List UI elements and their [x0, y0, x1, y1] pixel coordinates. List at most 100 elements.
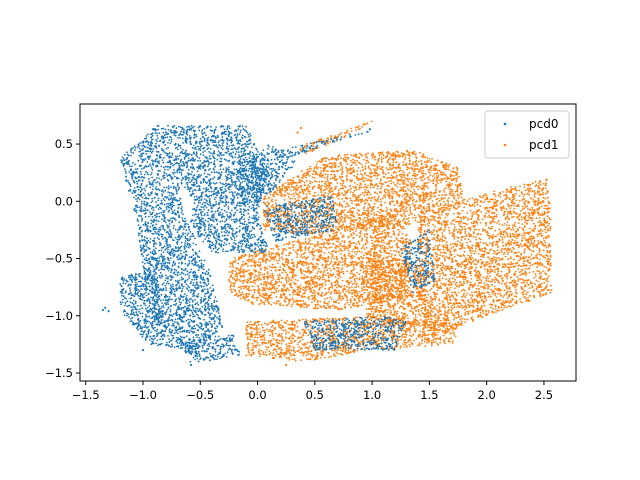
scatter-point [256, 299, 258, 301]
scatter-point [367, 175, 370, 177]
scatter-point [244, 298, 247, 301]
scatter-point [378, 182, 381, 185]
scatter-point [420, 170, 423, 173]
scatter-point [297, 279, 299, 282]
scatter-point [369, 218, 371, 220]
scatter-point [373, 212, 375, 214]
scatter-point [333, 307, 336, 310]
scatter-point [247, 295, 249, 298]
scatter-point [287, 276, 290, 279]
scatter-point [364, 153, 367, 156]
scatter-point [313, 180, 316, 183]
scatter-point [315, 166, 318, 168]
scatter-point [319, 283, 321, 285]
scatter-point [348, 241, 350, 243]
scatter-point [338, 204, 341, 207]
scatter-point [381, 244, 384, 247]
scatter-point [279, 268, 281, 271]
scatter-point [349, 261, 352, 264]
scatter-point [424, 185, 427, 188]
scatter-point [424, 199, 427, 202]
scatter-point [313, 237, 316, 240]
scatter-point [274, 257, 276, 259]
scatter-point [283, 286, 286, 288]
scatter-point [300, 299, 303, 302]
scatter-point [256, 250, 259, 252]
scatter-point [353, 290, 356, 293]
scatter-point [265, 294, 268, 297]
scatter-point [353, 282, 356, 285]
scatter-point [306, 281, 309, 283]
scatter-point [323, 306, 326, 309]
scatter-point [330, 291, 333, 293]
scatter-point [252, 257, 255, 259]
scatter-point [357, 304, 360, 307]
scatter-point [289, 251, 291, 254]
scatter-point [444, 187, 447, 190]
scatter-point [328, 305, 330, 308]
scatter-point [296, 254, 299, 256]
scatter-point [359, 170, 362, 173]
scatter-point [280, 281, 283, 284]
scatter-point [409, 206, 412, 209]
scatter-point [290, 210, 293, 213]
scatter-point [372, 216, 375, 219]
scatter-point [387, 161, 389, 164]
scatter-point [327, 181, 330, 184]
scatter-point [298, 214, 301, 217]
scatter-point [275, 296, 278, 298]
scatter-point [466, 241, 468, 244]
scatter-point [274, 255, 277, 257]
scatter-point [357, 194, 360, 197]
scatter-point [452, 246, 455, 248]
scatter-point [384, 284, 387, 287]
scatter-point [508, 239, 510, 242]
scatter-point [441, 161, 444, 164]
scatter-point [242, 264, 245, 267]
scatter-point [289, 182, 292, 185]
scatter-point [277, 300, 280, 303]
scatter-point [404, 199, 406, 201]
scatter-point [237, 262, 240, 265]
scatter-point [355, 196, 357, 198]
scatter-point [404, 214, 407, 217]
scatter-point [279, 223, 282, 226]
scatter-point [293, 189, 295, 191]
scatter-point [385, 234, 387, 237]
scatter-point [318, 248, 321, 251]
scatter-point [352, 154, 355, 157]
scatter-point [278, 257, 281, 260]
scatter-point [406, 221, 409, 224]
scatter-point [317, 244, 319, 247]
scatter-point [414, 164, 417, 167]
scatter-point [362, 279, 365, 282]
scatter-point [340, 307, 343, 310]
scatter-point [365, 185, 367, 188]
scatter-point [278, 191, 281, 194]
scatter-point [378, 216, 381, 219]
scatter-point [433, 205, 436, 208]
scatter-point [327, 257, 329, 260]
scatter-point [436, 177, 439, 180]
scatter-point [371, 242, 373, 245]
scatter-point [416, 221, 419, 223]
scatter-point [330, 238, 333, 241]
scatter-point [297, 196, 300, 199]
scatter-point [324, 287, 327, 290]
scatter-point [324, 166, 327, 169]
scatter-point [311, 181, 313, 184]
scatter-point [369, 224, 372, 227]
scatter-point [403, 205, 405, 208]
scatter-point [355, 153, 358, 156]
scatter-point [253, 269, 256, 271]
scatter-point [389, 249, 392, 252]
scatter-point [394, 296, 397, 299]
scatter-point [349, 233, 352, 236]
scatter-point [398, 246, 400, 249]
scatter-point [380, 204, 383, 207]
scatter-point [268, 250, 270, 253]
scatter-point [299, 191, 302, 194]
scatter-point [297, 299, 300, 302]
scatter-point [344, 228, 346, 231]
scatter-point [437, 176, 440, 178]
